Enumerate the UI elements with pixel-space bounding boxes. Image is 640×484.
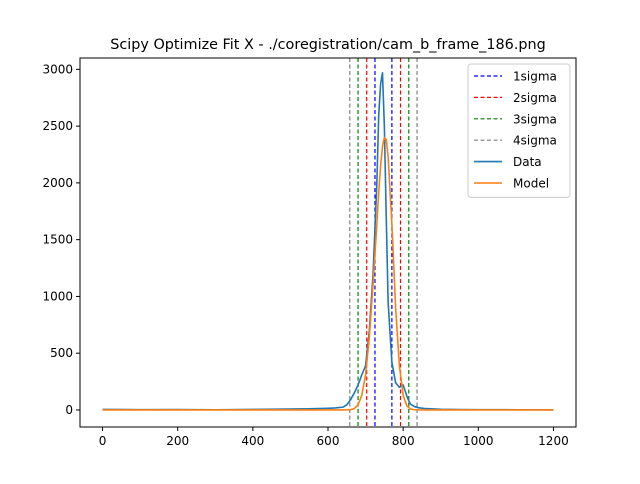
chart-title: Scipy Optimize Fit X - ./coregistration/… <box>110 37 546 53</box>
y-tick-label: 1000 <box>42 289 73 303</box>
legend-label-4sigma: 4sigma <box>513 134 557 148</box>
legend-label-1sigma: 1sigma <box>513 70 557 84</box>
legend-label-data: Data <box>513 155 542 169</box>
y-axis: 0 500 1000 1500 2000 2500 3000 <box>42 62 80 417</box>
legend: 1sigma 2sigma 3sigma 4sigma Data Model <box>467 63 571 198</box>
series-lines <box>102 71 554 411</box>
x-tick-label: 200 <box>166 434 189 448</box>
x-tick-label: 1000 <box>463 434 494 448</box>
legend-label-2sigma: 2sigma <box>513 91 557 105</box>
x-tick-label: 800 <box>392 434 415 448</box>
y-tick-label: 0 <box>65 403 73 417</box>
y-tick-label: 3000 <box>42 62 73 76</box>
x-tick-label: 400 <box>241 434 264 448</box>
plot-area: 0 200 400 600 800 1000 1200 0 500 1000 1500 2000 25… <box>42 57 577 448</box>
x-tick-label: 600 <box>317 434 340 448</box>
x-tick-label: 1200 <box>538 434 569 448</box>
legend-label-model: Model <box>513 177 549 191</box>
sigma-lines <box>349 58 418 427</box>
legend-label-3sigma: 3sigma <box>513 112 557 126</box>
y-tick-label: 1500 <box>42 233 73 247</box>
y-tick-label: 500 <box>50 346 73 360</box>
series-line-data <box>102 71 554 411</box>
series-line-model <box>102 136 554 411</box>
x-axis: 0 200 400 600 800 1000 1200 <box>99 427 569 448</box>
y-tick-label: 2500 <box>42 119 73 133</box>
y-tick-label: 2000 <box>42 176 73 190</box>
x-tick-label: 0 <box>99 434 107 448</box>
